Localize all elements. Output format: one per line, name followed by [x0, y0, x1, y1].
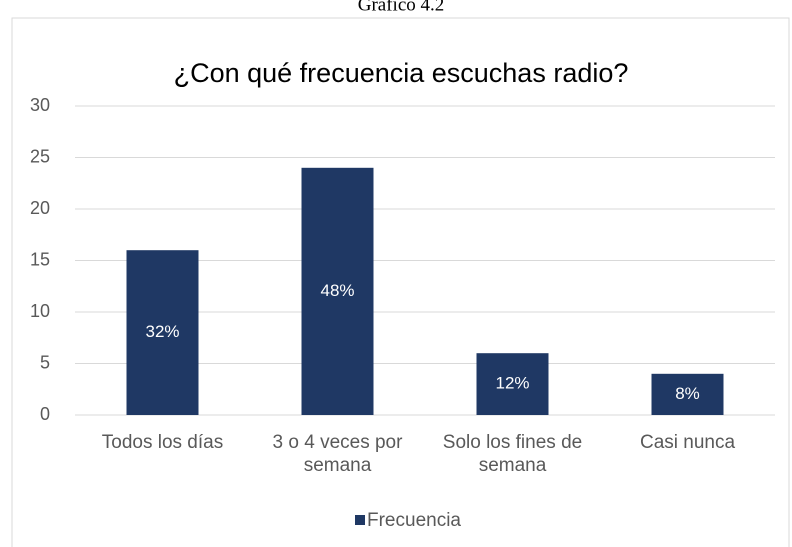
y-tick-label: 5 [40, 352, 50, 372]
x-tick-label: Solo los fines de semana [442, 432, 583, 476]
y-tick-label: 10 [30, 301, 50, 321]
legend-label: Frecuencia [367, 510, 461, 531]
data-label: 48% [320, 281, 354, 300]
bar [651, 373, 724, 415]
x-tick-label: 3 o 4 veces por semana [272, 432, 403, 476]
bar [126, 250, 199, 415]
caption: Gráfico 4.2 [358, 0, 445, 15]
bar [476, 353, 549, 415]
legend-swatch [355, 515, 365, 525]
data-label: 32% [145, 322, 179, 341]
y-tick-label: 20 [30, 198, 50, 218]
y-tick-label: 0 [40, 404, 50, 424]
bar [301, 167, 374, 415]
chart-title: ¿Con qué frecuencia escuchas radio? [174, 58, 629, 88]
x-tick-label: Casi nunca [639, 432, 736, 453]
x-tick-label: Todos los días [101, 432, 224, 453]
y-tick-label: 25 [30, 146, 50, 166]
y-tick-label: 15 [30, 249, 50, 269]
data-label: 8% [675, 384, 700, 403]
y-tick-label: 30 [30, 95, 50, 115]
data-label: 12% [495, 374, 529, 393]
